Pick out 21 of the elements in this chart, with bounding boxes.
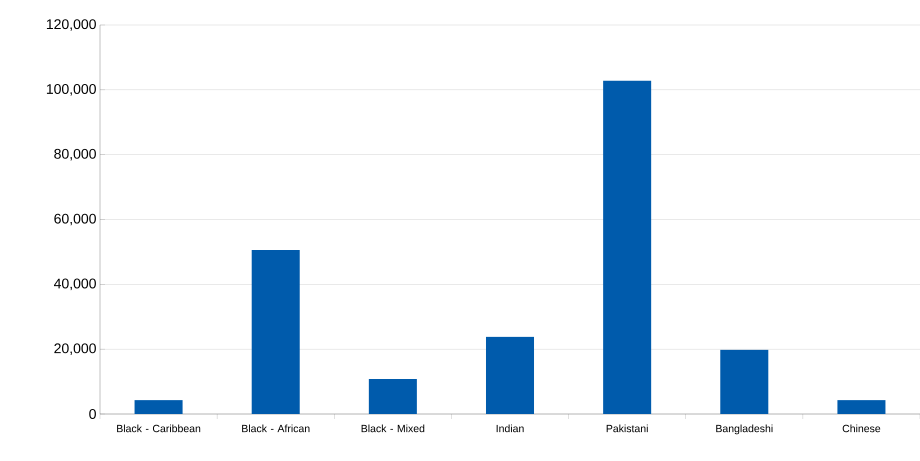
x-tick-label: Bangladeshi: [716, 424, 772, 434]
bar: [486, 336, 534, 414]
x-tick-label: Black - African: [242, 424, 310, 432]
bar: [252, 250, 300, 414]
bar: [134, 400, 183, 414]
y-tick-label: 100,000: [46, 84, 96, 96]
y-tick-label: 20,000: [54, 343, 96, 355]
bar: [603, 80, 652, 414]
y-tick-label: 120,000: [46, 19, 96, 31]
x-tick-label: Indian: [496, 424, 524, 432]
y-tick-label: 0: [89, 409, 96, 419]
x-tick-label: Chinese: [842, 424, 880, 432]
x-tick-label: Black - Mixed: [362, 424, 424, 432]
bar: [368, 378, 417, 414]
x-tick-label: Pakistani: [606, 424, 648, 432]
y-tick-label: 60,000: [54, 214, 96, 226]
y-tick-label: 80,000: [54, 148, 96, 160]
bar: [837, 400, 886, 414]
y-tick-label: 40,000: [54, 278, 96, 290]
bar: [720, 350, 768, 414]
x-tick-label: Black - Caribbean: [117, 424, 200, 432]
